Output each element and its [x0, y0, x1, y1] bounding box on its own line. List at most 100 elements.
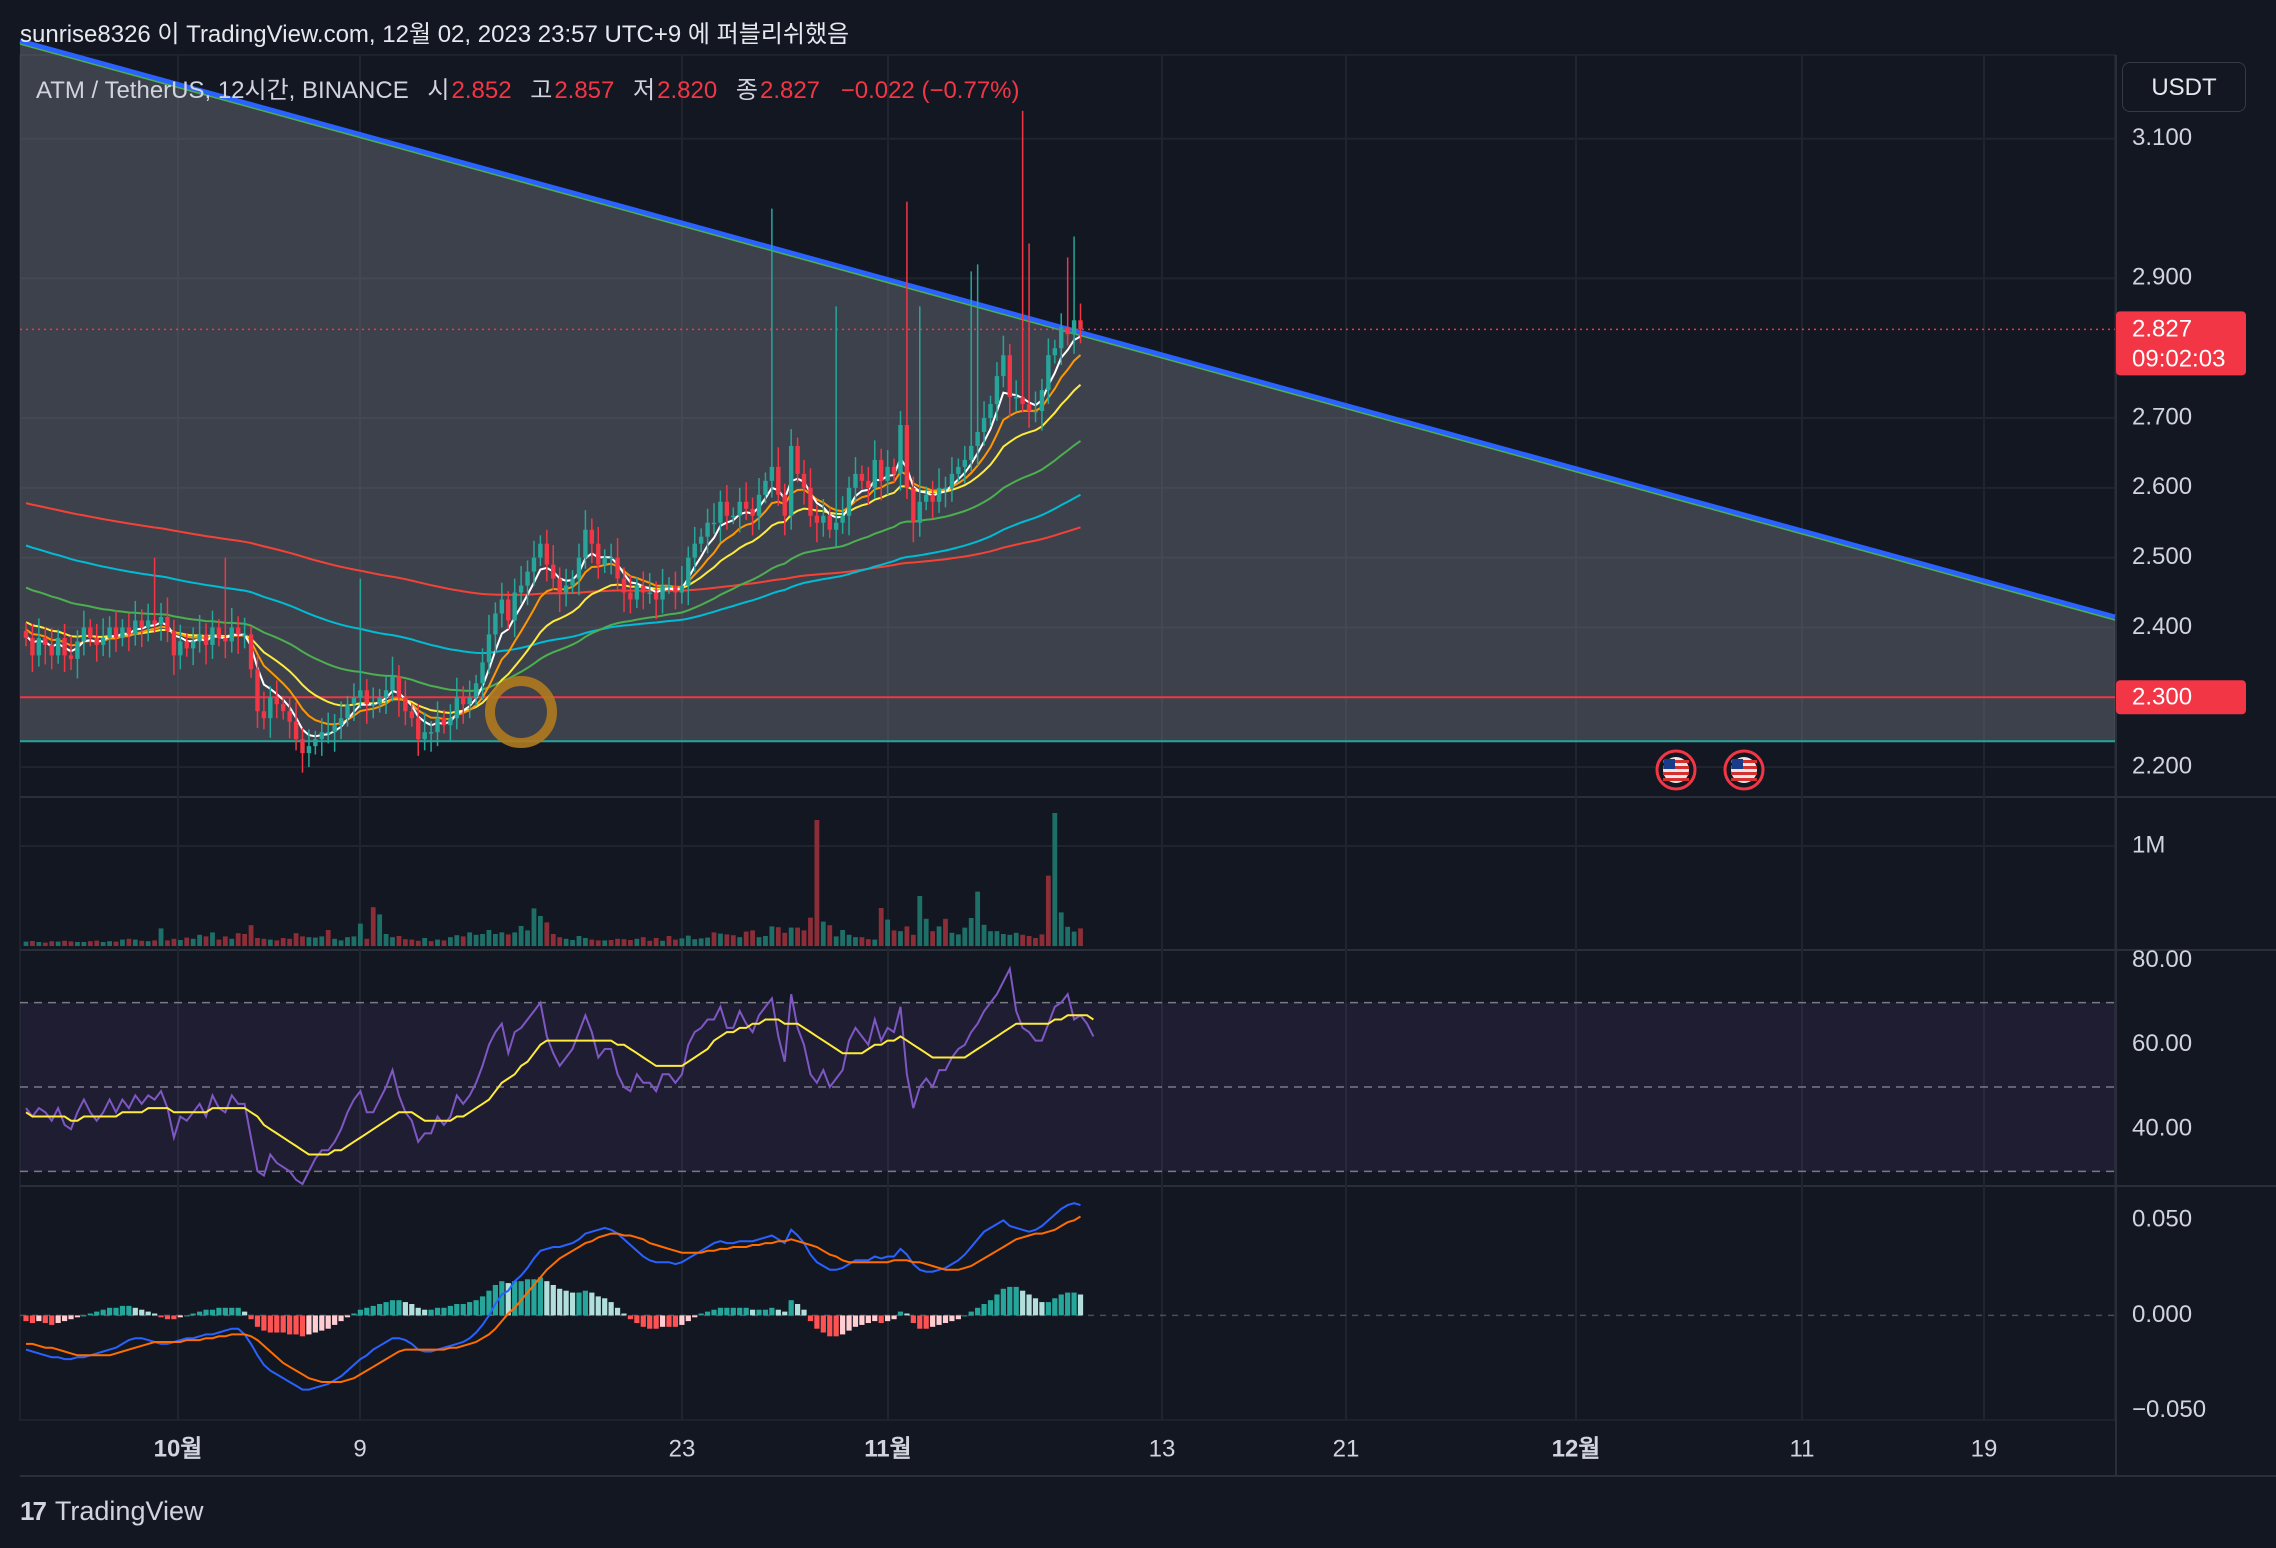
macd-histogram-bar	[955, 1315, 961, 1320]
candle-body	[859, 473, 865, 481]
candle-body	[782, 494, 787, 516]
volume-bar	[113, 941, 119, 946]
volume-bar	[968, 918, 974, 946]
candle-body	[924, 494, 929, 502]
volume-bar	[853, 937, 858, 946]
candle-body	[988, 404, 993, 419]
macd-histogram-bar	[81, 1315, 87, 1317]
volume-bar	[814, 820, 820, 946]
candle-body	[956, 466, 961, 474]
volume-bar	[763, 936, 768, 946]
volume-bar	[499, 932, 505, 946]
macd-histogram-bar	[975, 1307, 981, 1316]
candle-body	[1046, 355, 1051, 391]
macd-histogram-bar	[499, 1281, 505, 1316]
candle-body	[698, 536, 704, 544]
macd-histogram-bar	[261, 1315, 267, 1331]
volume-bar	[480, 934, 485, 946]
volume-bar	[1026, 936, 1032, 946]
volume-bar	[621, 939, 627, 946]
volume-bar	[390, 937, 395, 946]
volume-bar	[287, 938, 293, 946]
macd-histogram-bar	[1039, 1302, 1045, 1316]
volume-bar	[589, 939, 595, 946]
candle-body	[30, 637, 35, 656]
time-tick-label: 19	[1971, 1435, 1998, 1462]
macd-histogram-bar	[415, 1307, 421, 1316]
macd-histogram-bar	[1065, 1292, 1071, 1316]
candle-body	[904, 425, 910, 488]
us-flag-stripe	[1731, 772, 1757, 775]
volume-bar	[274, 940, 280, 946]
candle-body	[544, 543, 550, 565]
footer-brand[interactable]: 17 TradingView	[20, 1496, 204, 1527]
candle-body	[551, 564, 556, 579]
candle-body	[846, 487, 852, 516]
candle-body	[518, 585, 524, 593]
candle-body	[621, 578, 627, 593]
volume-bar	[608, 940, 614, 946]
candle-body	[917, 501, 922, 523]
candle-body	[94, 637, 99, 645]
volume-bar	[62, 940, 67, 946]
volume-bar	[859, 937, 865, 946]
currency-button[interactable]: USDT	[2122, 62, 2246, 112]
macd-histogram-bar	[357, 1309, 363, 1316]
candle-body	[911, 487, 916, 523]
candle-body	[261, 711, 267, 719]
change-value: −0.022 (−0.77%)	[840, 77, 1020, 104]
volume-bar	[544, 922, 550, 946]
candle-body	[737, 501, 742, 516]
candle-body	[1078, 320, 1083, 330]
candle-body	[724, 501, 730, 516]
macd-histogram-bar	[795, 1304, 801, 1316]
macd-histogram-bar	[61, 1315, 68, 1322]
candle-body	[486, 634, 492, 663]
volume-bar	[975, 891, 981, 946]
macd-histogram-bar	[293, 1315, 299, 1335]
macd-histogram-bar	[814, 1315, 820, 1329]
triangle-pattern-fill	[20, 41, 2115, 742]
candle-body	[133, 620, 138, 635]
macd-histogram-bar	[126, 1305, 132, 1316]
candle-body	[313, 739, 318, 747]
symbol-name[interactable]: ATM / TetherUS, 12시간, BINANCE	[36, 77, 409, 104]
rsi-band-fill	[20, 1002, 2115, 1172]
macd-histogram-bar	[447, 1305, 453, 1316]
volume-bar	[377, 914, 383, 946]
macd-histogram-bar	[640, 1315, 646, 1327]
macd-histogram-bar	[820, 1315, 826, 1333]
volume-bar	[492, 934, 498, 946]
macd-histogram-bar	[113, 1307, 119, 1316]
volume-bar	[820, 921, 826, 946]
macd-histogram-bar	[139, 1309, 145, 1316]
current-price-tag-bg	[2116, 311, 2246, 376]
macd-histogram-bar	[749, 1309, 756, 1316]
macd-histogram-bar	[550, 1284, 556, 1316]
macd-histogram-bar	[428, 1309, 434, 1316]
volume-bar	[647, 940, 653, 946]
macd-histogram-bar	[833, 1315, 839, 1337]
volume-bar	[306, 937, 312, 946]
candle-body	[962, 459, 967, 467]
macd-histogram-bar	[685, 1315, 691, 1322]
candle-body	[203, 634, 209, 645]
volume-bar	[222, 936, 228, 946]
candle-body	[351, 697, 357, 705]
macd-histogram-bar	[396, 1300, 402, 1316]
candle-body	[75, 641, 80, 659]
macd-histogram-bar	[981, 1304, 987, 1316]
macd-histogram-bar	[203, 1309, 209, 1316]
macd-histogram-bar	[209, 1309, 216, 1316]
macd-histogram-bar	[987, 1300, 994, 1316]
volume-bar	[512, 932, 518, 946]
volume-bar	[345, 937, 350, 946]
candle-body	[608, 557, 614, 560]
volume-bar	[248, 925, 254, 946]
price-tick-label: 2.400	[2132, 613, 2192, 640]
macd-histogram-bar	[68, 1315, 74, 1320]
volume-bar	[1071, 931, 1077, 946]
volume-bar	[235, 933, 241, 946]
tradingview-logo-icon: 17	[20, 1496, 47, 1526]
